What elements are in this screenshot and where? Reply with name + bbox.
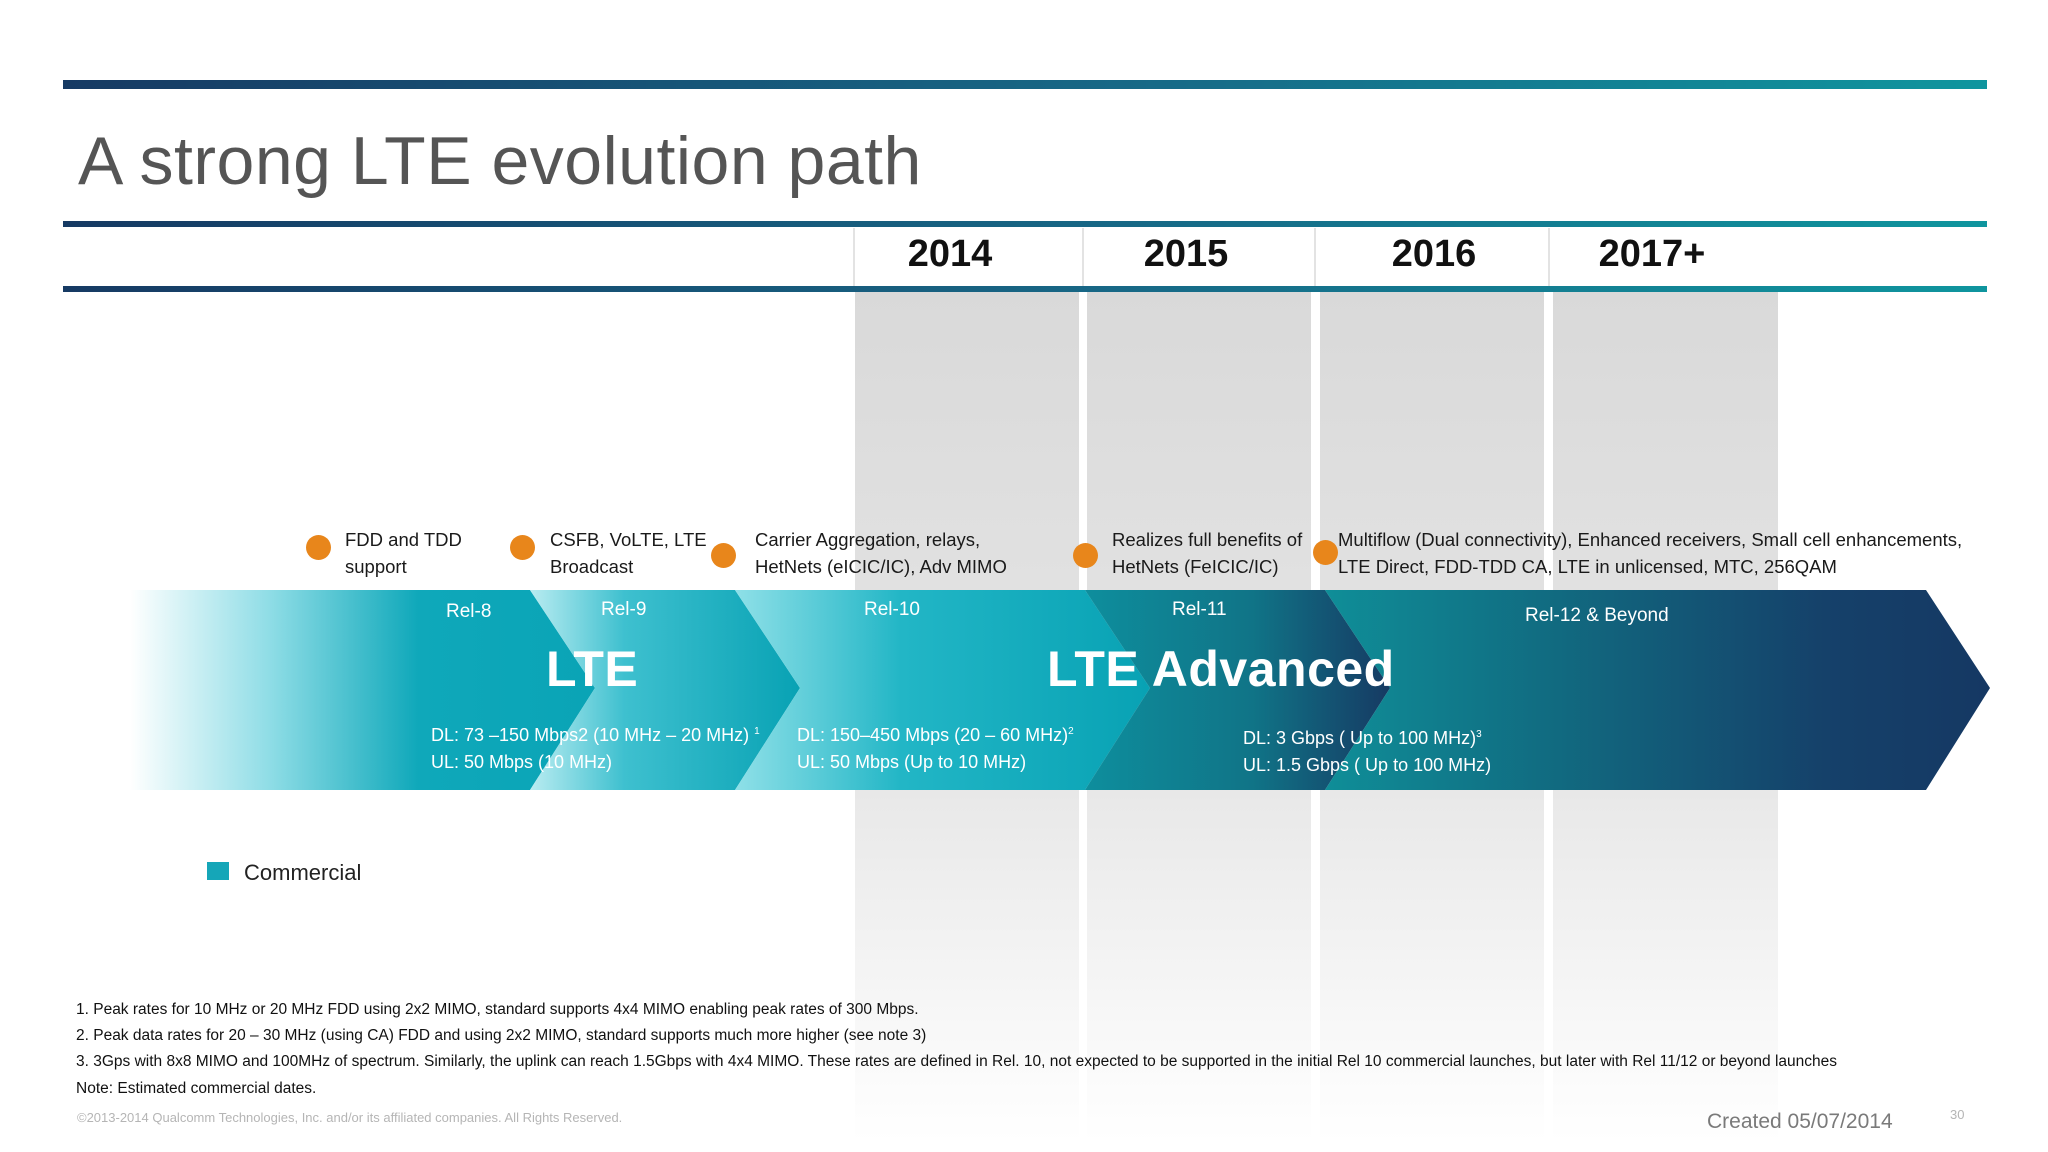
footnote: 2. Peak data rates for 20 – 30 MHz (usin…	[76, 1027, 927, 1044]
milestone-text: Realizes full benefits of HetNets (FeICIC…	[1112, 529, 1303, 577]
top-rule	[63, 80, 1987, 89]
rel-8-chevron	[130, 590, 595, 790]
year-separator	[1082, 228, 1084, 286]
milestone-dot	[306, 535, 331, 560]
legend-swatch	[207, 862, 229, 880]
lte-rates: DL: 73 –150 Mbps2 (10 MHz – 20 MHz) 1 UL…	[431, 725, 760, 772]
created-date: Created 05/07/2014	[1707, 1110, 1893, 1133]
release-label: Rel-11	[1172, 599, 1227, 620]
year-header-rule-bottom	[63, 286, 1987, 292]
year-label: 2014	[907, 233, 993, 275]
milestone-dot	[711, 543, 736, 568]
year-separator	[1548, 228, 1550, 286]
rel-9-chevron	[530, 590, 800, 790]
milestone-dot	[1073, 543, 1098, 568]
footnote: 3. 3Gps with 8x8 MIMO and 100MHz of spec…	[76, 1053, 1838, 1070]
copyright: ©2013-2014 Qualcomm Technologies, Inc. a…	[77, 1110, 623, 1125]
rel-12-rates: DL: 3 Gbps ( Up to 100 MHz)3 UL: 1.5 Gbp…	[1243, 728, 1492, 775]
release-label: Rel-12 & Beyond	[1525, 605, 1669, 626]
rel-11-chevron	[1085, 590, 1390, 790]
milestone-text: CSFB, VoLTE, LTE Broadcast	[550, 529, 707, 577]
rel-10-chevron	[735, 590, 1150, 790]
release-label: Rel-9	[601, 599, 647, 620]
milestone-dot	[510, 535, 535, 560]
footnote: 1. Peak rates for 10 MHz or 20 MHz FDD u…	[76, 1001, 919, 1018]
year-label: 2017+	[1598, 233, 1706, 275]
rel-12-arrow	[1325, 590, 1990, 790]
milestone-text: Multiflow (Dual connectivity), Enhanced …	[1338, 529, 1963, 577]
year-separator	[853, 228, 855, 286]
lte-phase-label: LTE	[546, 641, 639, 697]
footnote: Note: Estimated commercial dates.	[76, 1080, 317, 1097]
page-number: 30	[1950, 1107, 1965, 1122]
release-label: Rel-10	[864, 599, 920, 620]
page-title: A strong LTE evolution path	[78, 123, 922, 199]
year-separator	[1314, 228, 1316, 286]
legend-label: Commercial	[244, 860, 362, 885]
rel-10-rates: DL: 150–450 Mbps (20 – 60 MHz)2 UL: 50 M…	[797, 725, 1074, 772]
year-header-rule-top	[63, 221, 1987, 227]
milestone-text: FDD and TDD support	[345, 529, 462, 577]
release-label: Rel-8	[446, 601, 492, 622]
year-label: 2015	[1143, 233, 1229, 275]
milestone-dot	[1313, 540, 1338, 565]
year-label: 2016	[1391, 233, 1477, 275]
lte-advanced-phase-label: LTE Advanced	[1047, 641, 1395, 697]
release-arrows	[130, 590, 1990, 790]
milestone-text: Carrier Aggregation, relays, HetNets (eIC…	[755, 529, 1007, 577]
